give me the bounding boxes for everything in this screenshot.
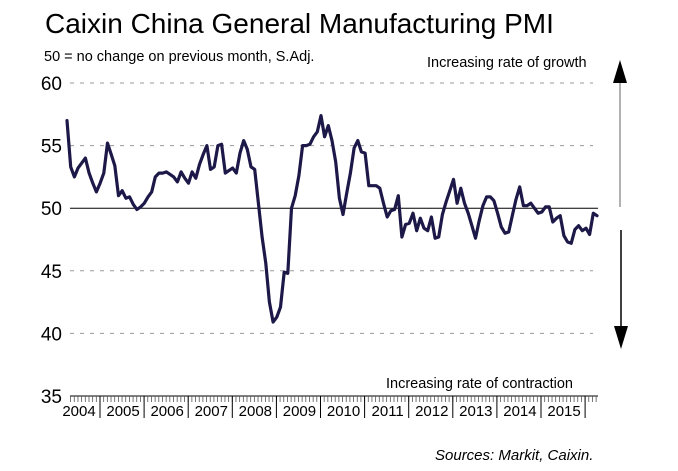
x-tick-label: 2014 — [503, 403, 536, 420]
chart-subtitle: 50 = no change on previous month, S.Adj. — [44, 49, 315, 65]
direction-arrows — [613, 60, 628, 349]
x-tick-label: 2007 — [195, 403, 228, 420]
annotation-contraction: Increasing rate of contraction — [386, 376, 573, 392]
y-tick-label: 50 — [41, 199, 62, 220]
y-tick-label: 35 — [41, 387, 62, 408]
x-axis: 2004 2005 2006 2007 2008 2009 2010 2011 2012 2013… — [62, 395, 598, 420]
x-tick-label: 2010 — [327, 403, 360, 420]
x-tick-label: 2008 — [239, 403, 272, 420]
x-tick-label: 2015 — [547, 403, 580, 420]
up-arrow-icon — [613, 60, 627, 83]
y-axis-ticks: 60 55 50 45 40 35 — [41, 74, 62, 408]
x-tick-label: 2004 — [62, 403, 95, 420]
y-tick-label: 40 — [41, 324, 62, 345]
source-note: Sources: Markit, Caixin. — [435, 447, 594, 464]
annotation-growth: Increasing rate of growth — [427, 55, 587, 71]
chart-title: Caixin China General Manufacturing PMI — [45, 8, 554, 39]
y-tick-label: 55 — [41, 137, 62, 158]
y-tick-label: 60 — [41, 74, 62, 95]
y-tick-label: 45 — [41, 262, 62, 283]
gridlines — [70, 82, 598, 334]
x-tick-label: 2005 — [106, 403, 139, 420]
x-tick-label: 2009 — [283, 403, 316, 420]
x-tick-label: 2013 — [459, 403, 492, 420]
down-arrow-icon — [614, 326, 628, 349]
x-tick-label: 2006 — [150, 403, 183, 420]
x-tick-label: 2012 — [415, 403, 448, 420]
x-tick-label: 2011 — [372, 403, 404, 420]
series-group — [65, 113, 599, 324]
series-line — [65, 113, 599, 324]
